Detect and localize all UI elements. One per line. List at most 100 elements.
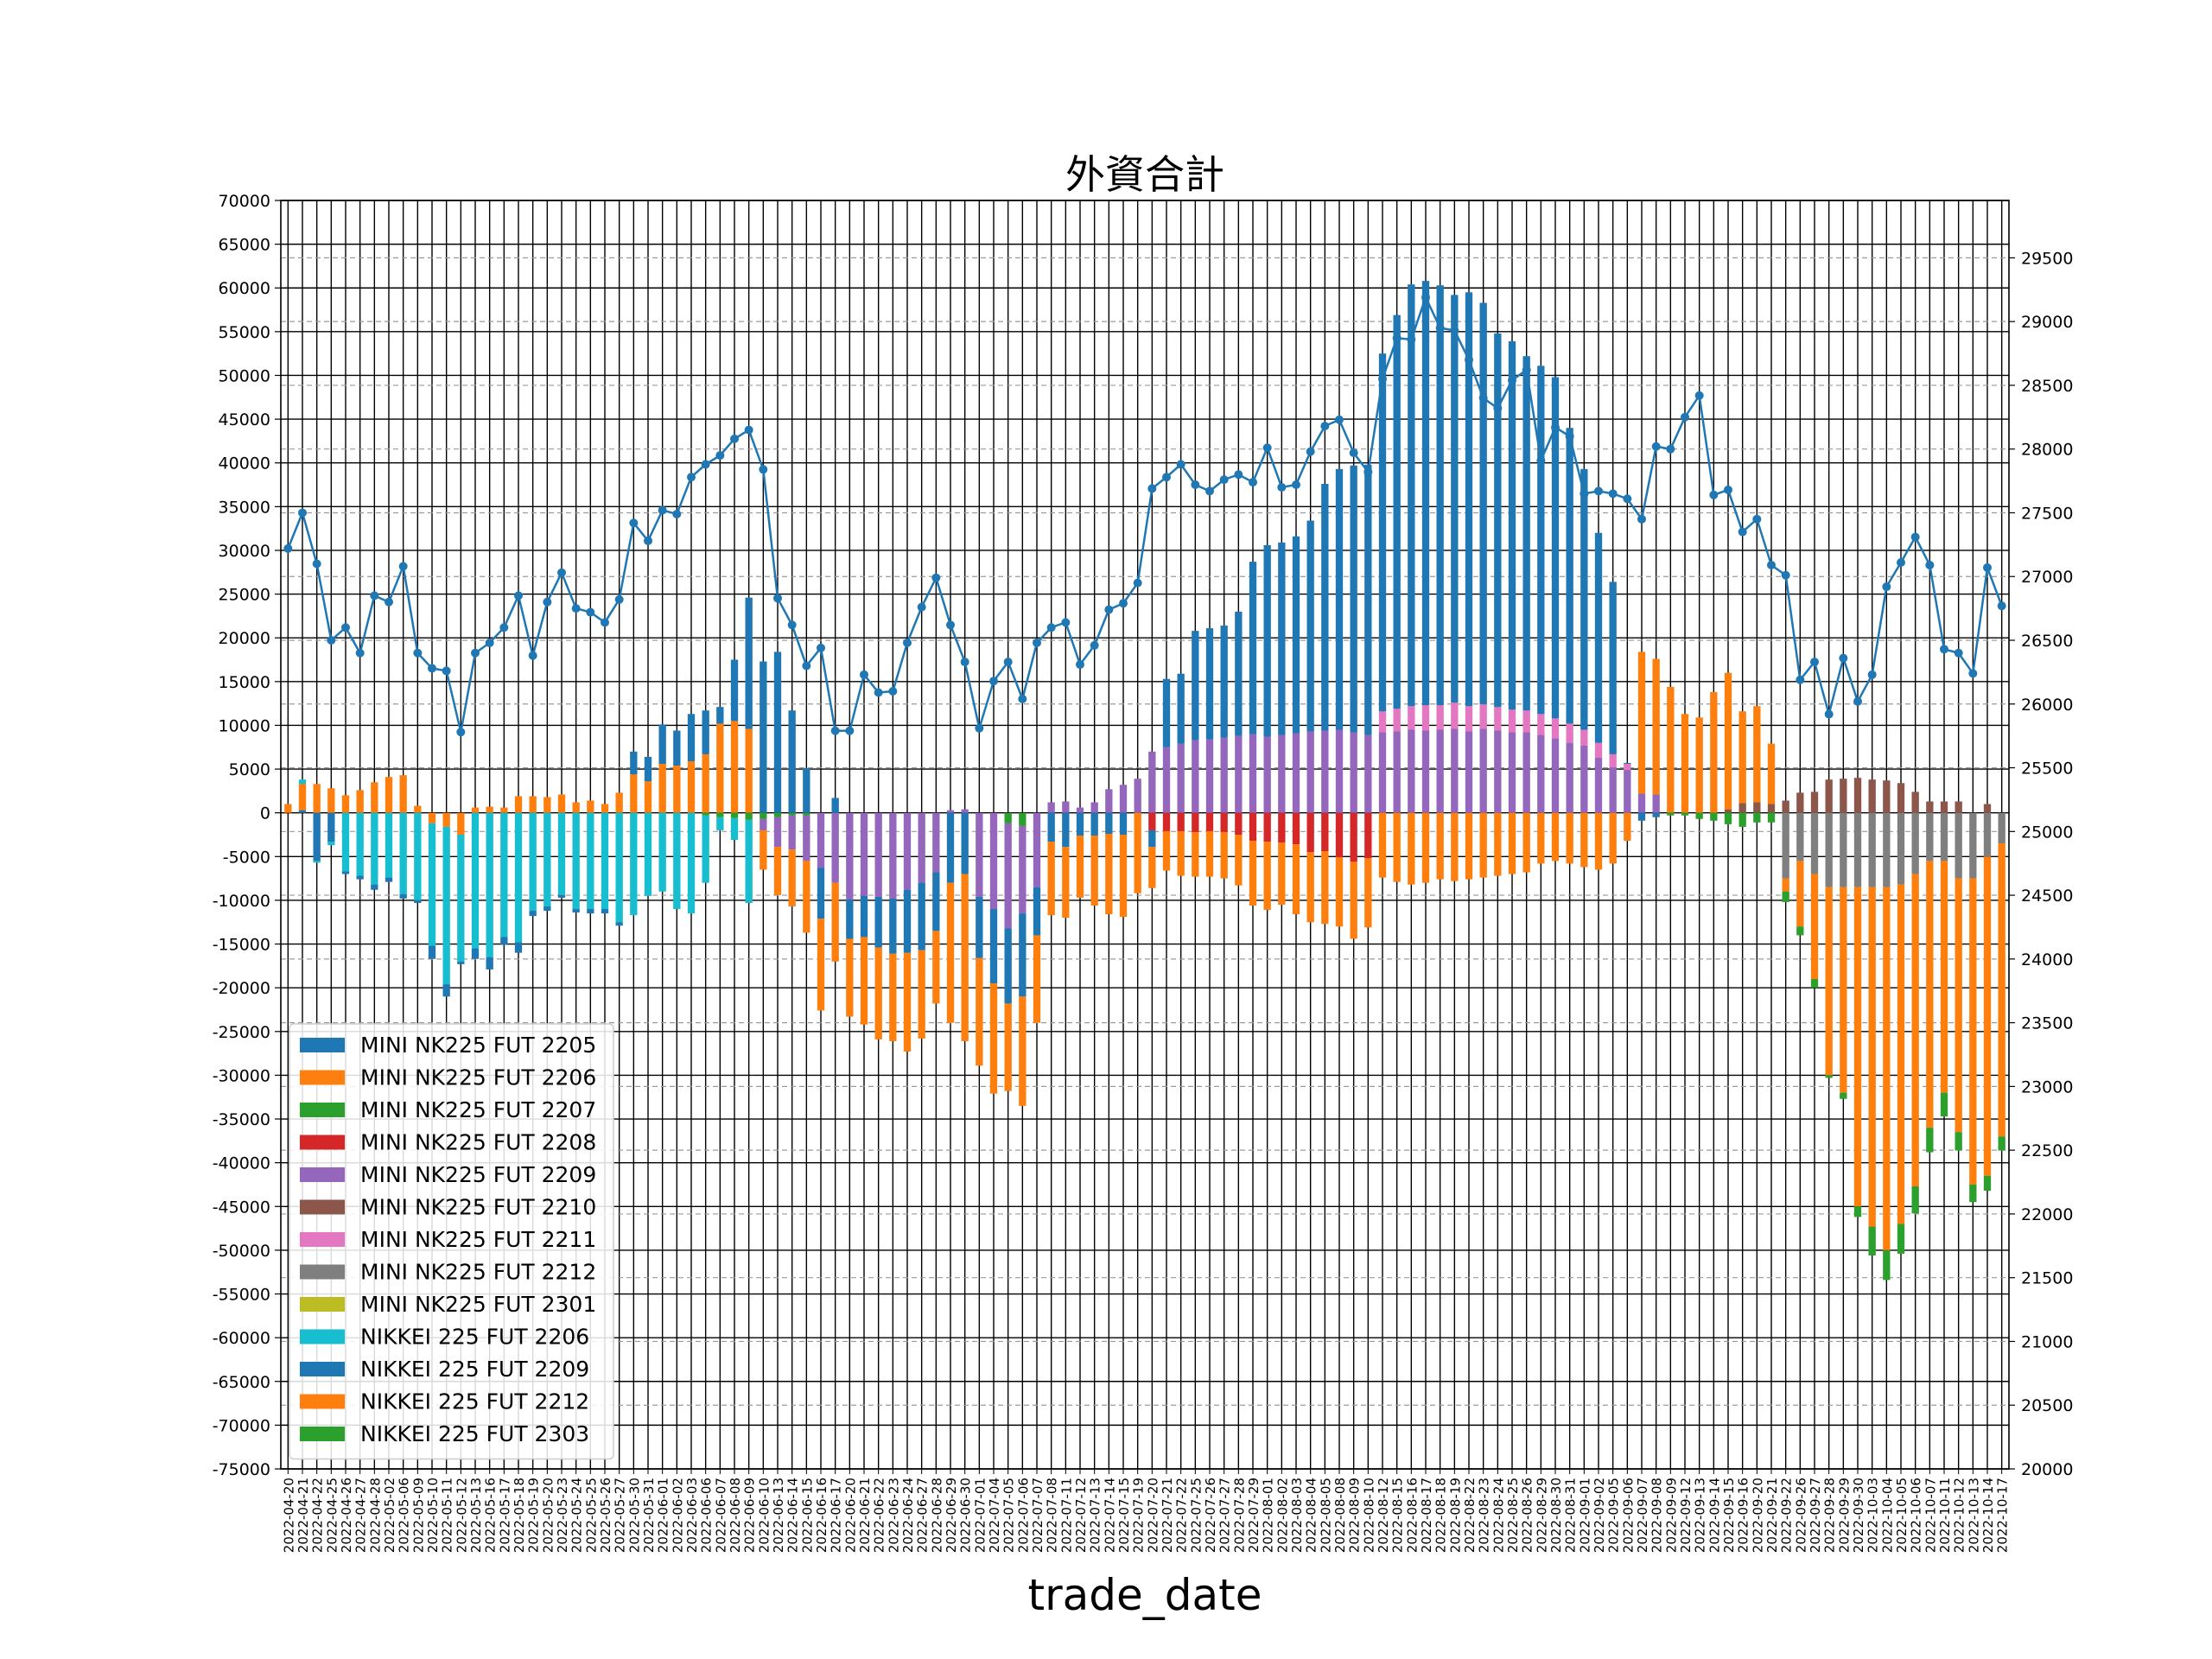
bar [1350,861,1357,939]
bar [1004,928,1012,1004]
y2-tick-label: 29500 [2021,249,2073,268]
bar [1955,812,1962,879]
x-tick-label: 2022-05-25 [583,1478,599,1553]
price-point [499,623,509,632]
x-tick-label: 2022-06-20 [842,1478,858,1553]
price-point [672,509,682,518]
bar [1840,1092,1847,1099]
bar [341,812,350,872]
price-point [1983,563,1992,572]
legend: MINI NK225 FUT 2205 MINI NK225 FUT 2206 MI… [289,1023,614,1460]
bar [1364,812,1372,859]
bar [716,817,724,830]
x-tick-label: 2022-07-11 [1058,1478,1074,1553]
price-point [874,688,883,697]
bar [601,909,609,914]
bar [730,721,739,813]
x-tick-label: 2022-09-21 [1764,1478,1780,1553]
bar [1278,542,1286,735]
bar [1378,732,1387,813]
bar [1955,801,1962,813]
price-point [1191,480,1200,490]
bar [644,812,652,896]
price-point [1018,694,1027,703]
bar [702,753,709,813]
bar [1695,812,1703,819]
x-tick-label: 2022-06-21 [857,1478,873,1553]
price-point [1465,355,1473,365]
bar [803,812,810,816]
bar [1580,729,1588,746]
x-axis-label: trade_date [1027,1570,1262,1620]
y2-tick-label: 28500 [2021,377,2073,396]
x-tick-label: 2022-05-20 [540,1478,556,1553]
x-tick-label: 2022-06-14 [785,1478,801,1553]
bar [1335,812,1344,858]
bar [1306,852,1314,923]
bar [471,812,480,949]
bar [1710,812,1718,821]
bar [932,812,940,873]
x-tick-label: 2022-08-03 [1289,1478,1305,1553]
price-point [931,573,941,582]
price-point [802,661,811,671]
bar [745,819,753,903]
bar [615,922,623,926]
x-tick-label: 2022-08-26 [1520,1478,1535,1553]
bar [773,817,782,848]
bar [1983,856,1992,1176]
bar [745,728,753,813]
price-point [1824,709,1834,719]
bar [1004,812,1012,823]
legend-swatch [300,1394,345,1409]
x-tick-label: 2022-05-31 [641,1478,657,1553]
bar [1522,710,1530,733]
x-tick-label: 2022-06-10 [756,1478,772,1553]
bar [1263,736,1271,813]
bar [1753,706,1761,803]
bar [1594,812,1603,870]
bar [1868,779,1876,813]
bar [1796,812,1804,861]
y-tick-label: -25000 [213,1023,270,1042]
price-point [917,602,926,612]
bar [961,812,969,874]
bar [313,784,321,813]
bar [1292,536,1300,734]
bar [1508,732,1516,813]
y-tick-label: 15000 [219,673,270,692]
x-tick-label: 2022-09-30 [1851,1478,1866,1553]
bar [831,882,839,962]
bar [1004,1003,1012,1091]
y2-tick-label: 25500 [2021,760,2073,779]
bars [284,281,2005,1281]
bar [1205,628,1214,740]
bar [1782,800,1789,813]
bar [298,779,307,785]
bar [1278,842,1286,905]
bar [385,812,393,878]
y-tick-label: -55000 [213,1286,270,1305]
bar [1637,652,1646,794]
bar [1205,830,1214,877]
x-tick-label: 2022-08-05 [1318,1478,1333,1553]
bar [572,909,580,913]
bar [1537,734,1545,813]
y2-tick-label: 28000 [2021,441,2073,460]
bar [817,812,825,868]
price-point [1810,658,1819,667]
price-point [1119,599,1128,608]
bar [1235,611,1243,736]
x-tick-label: 2022-06-28 [929,1478,944,1553]
bar [1767,804,1776,813]
price-point [701,460,710,469]
bar [1738,711,1746,804]
bar [1494,812,1502,876]
x-tick-label: 2022-05-12 [454,1478,469,1553]
price-point [327,636,336,645]
bar [1479,728,1487,813]
bar [1926,801,1934,813]
bar [500,937,508,945]
price-point [1738,527,1747,537]
bar [327,788,335,813]
